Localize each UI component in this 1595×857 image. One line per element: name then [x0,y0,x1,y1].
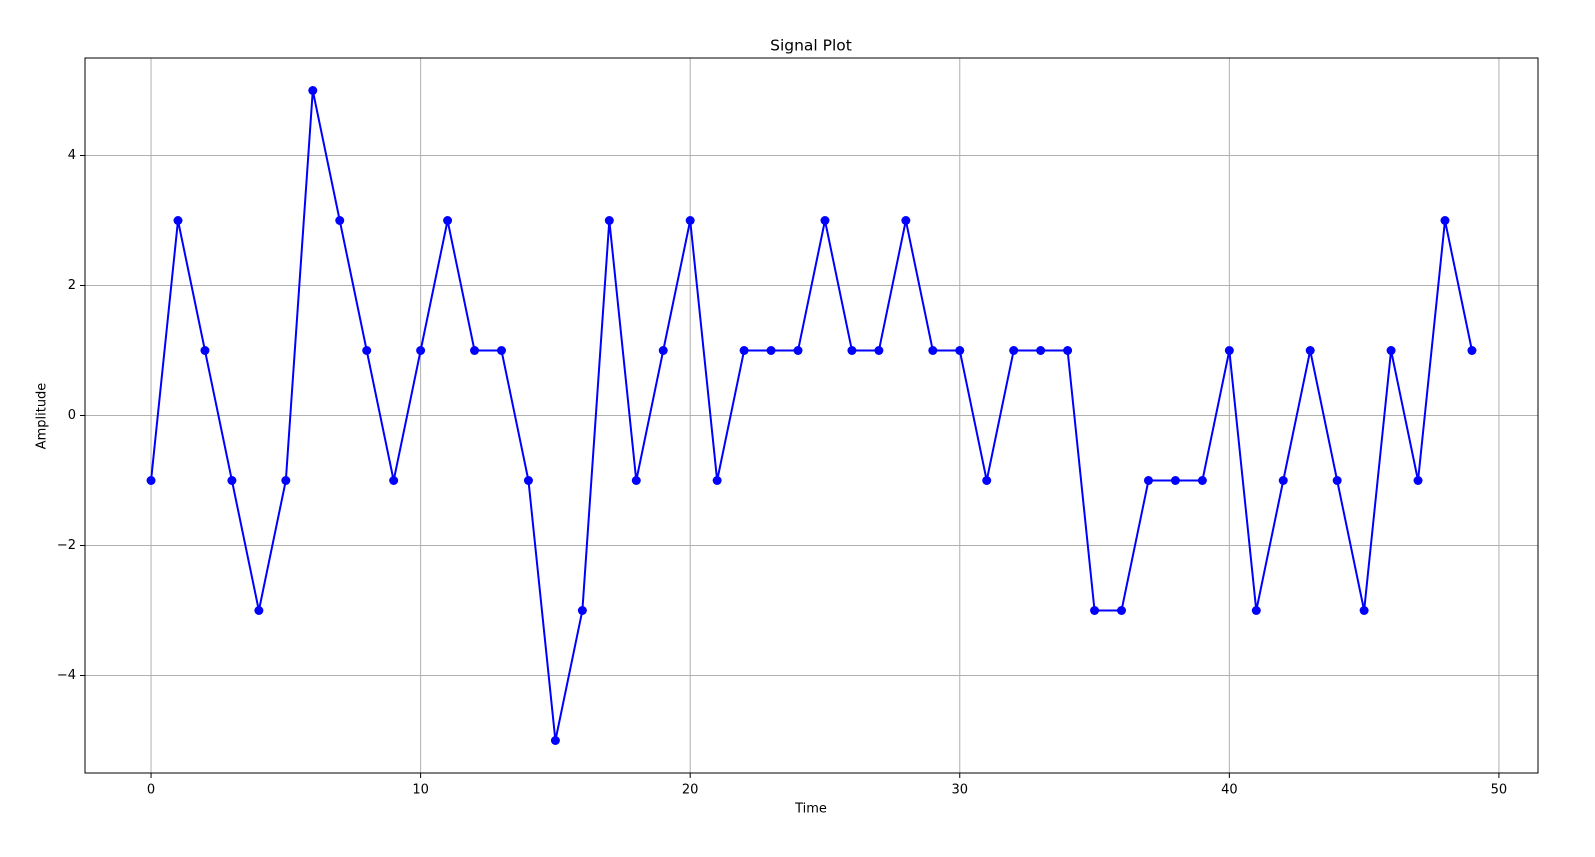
point [470,346,480,355]
y-tick-label: −2 [57,538,76,553]
point [1251,606,1261,615]
point [1197,476,1207,485]
point [847,346,857,355]
point [820,216,830,225]
y-axis-label: Amplitude [35,383,50,450]
chart-title: Signal Plot [770,37,852,55]
point [308,86,318,95]
y-tick-label: 2 [68,278,76,293]
point [496,346,506,355]
point [335,216,345,225]
point [1063,346,1073,355]
x-tick-label: 30 [951,783,968,798]
point [362,346,372,355]
point [658,346,668,355]
point [1332,476,1342,485]
point [389,476,399,485]
point [712,476,722,485]
point [173,216,183,225]
point [901,216,911,225]
point [766,346,776,355]
point [604,216,614,225]
point [1413,476,1423,485]
point [739,346,749,355]
point [254,606,264,615]
point [1224,346,1234,355]
point [523,476,533,485]
point [1009,346,1019,355]
point [1143,476,1153,485]
point [685,216,695,225]
x-axis-label: Time [794,802,827,817]
x-tick-label: 0 [147,783,155,798]
signal-line [150,90,1473,741]
plot-frame [84,57,1539,774]
point [1117,606,1127,615]
point [1278,476,1288,485]
point [1036,346,1046,355]
point [281,476,291,485]
point [1359,606,1369,615]
point [1386,346,1396,355]
point [227,476,237,485]
y-tick-label: 0 [68,408,76,423]
y-tick-label: −4 [57,668,76,683]
point [982,476,992,485]
x-tick-label: 40 [1221,783,1238,798]
point [1090,606,1100,615]
point [1467,346,1477,355]
x-tick-label: 50 [1491,783,1508,798]
point [631,476,641,485]
point [793,346,803,355]
point [928,346,938,355]
point [1170,476,1180,485]
point [550,736,560,745]
y-tick-label: 4 [68,148,76,163]
point [146,476,156,485]
point [955,346,965,355]
point [1440,216,1450,225]
point [1305,346,1315,355]
point [200,346,210,355]
point [577,606,587,615]
x-tick-label: 10 [412,783,429,798]
point [416,346,426,355]
point [443,216,453,225]
x-tick-label: 20 [682,783,699,798]
point [874,346,884,355]
